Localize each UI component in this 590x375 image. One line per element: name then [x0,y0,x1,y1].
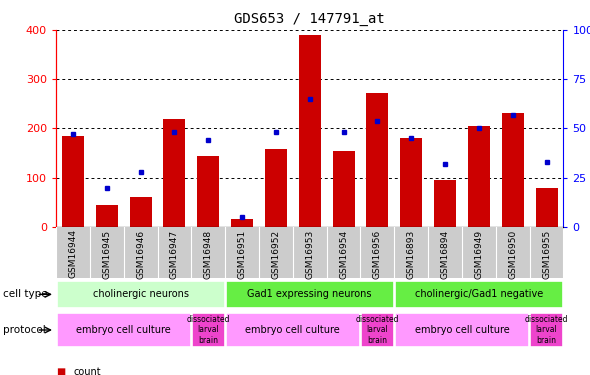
Text: ■: ■ [56,368,65,375]
Text: GSM16893: GSM16893 [407,230,416,279]
Text: GSM16953: GSM16953 [305,230,314,279]
Bar [333,151,355,227]
Bar [226,313,360,347]
Text: GSM16955: GSM16955 [542,230,551,279]
Text: GSM16946: GSM16946 [136,230,145,279]
Text: dissociated
larval
brain: dissociated larval brain [525,315,568,345]
Bar [400,138,422,227]
Bar [96,205,118,227]
Bar [536,189,558,227]
Text: GSM16948: GSM16948 [204,230,213,279]
Text: cholinergic neurons: cholinergic neurons [93,290,189,299]
Text: cholinergic/Gad1 negative: cholinergic/Gad1 negative [415,290,543,299]
Text: Gad1 expressing neurons: Gad1 expressing neurons [247,290,372,299]
Text: GSM16894: GSM16894 [441,230,450,279]
Bar [231,219,253,227]
Bar [468,126,490,227]
Bar [361,313,394,347]
Bar [197,156,219,227]
Bar [530,313,563,347]
Bar [192,313,225,347]
Bar [163,118,185,227]
Bar [57,313,191,347]
Bar [395,313,529,347]
Bar [226,280,394,308]
Text: embryo cell culture: embryo cell culture [76,325,171,335]
Bar [299,35,321,227]
Text: dissociated
larval
brain: dissociated larval brain [356,315,399,345]
Text: embryo cell culture: embryo cell culture [415,325,509,335]
Text: GSM16947: GSM16947 [170,230,179,279]
Text: GSM16945: GSM16945 [102,230,112,279]
Bar [395,280,563,308]
Text: count: count [74,368,101,375]
Text: cell type: cell type [3,290,48,299]
Text: GSM16950: GSM16950 [508,230,517,279]
Text: dissociated
larval
brain: dissociated larval brain [186,315,230,345]
Text: protocol: protocol [3,325,45,335]
Title: GDS653 / 147791_at: GDS653 / 147791_at [234,12,385,26]
Text: GSM16944: GSM16944 [68,230,77,278]
Text: GSM16949: GSM16949 [474,230,483,279]
Text: embryo cell culture: embryo cell culture [245,325,340,335]
Text: GSM16954: GSM16954 [339,230,348,279]
Bar [366,93,388,227]
Bar [434,180,456,227]
Bar [265,149,287,227]
Bar [502,112,524,227]
Text: GSM16956: GSM16956 [373,230,382,279]
Bar [130,197,152,227]
Text: GSM16952: GSM16952 [271,230,280,279]
Bar [62,136,84,227]
Bar [57,280,225,308]
Text: GSM16951: GSM16951 [238,230,247,279]
